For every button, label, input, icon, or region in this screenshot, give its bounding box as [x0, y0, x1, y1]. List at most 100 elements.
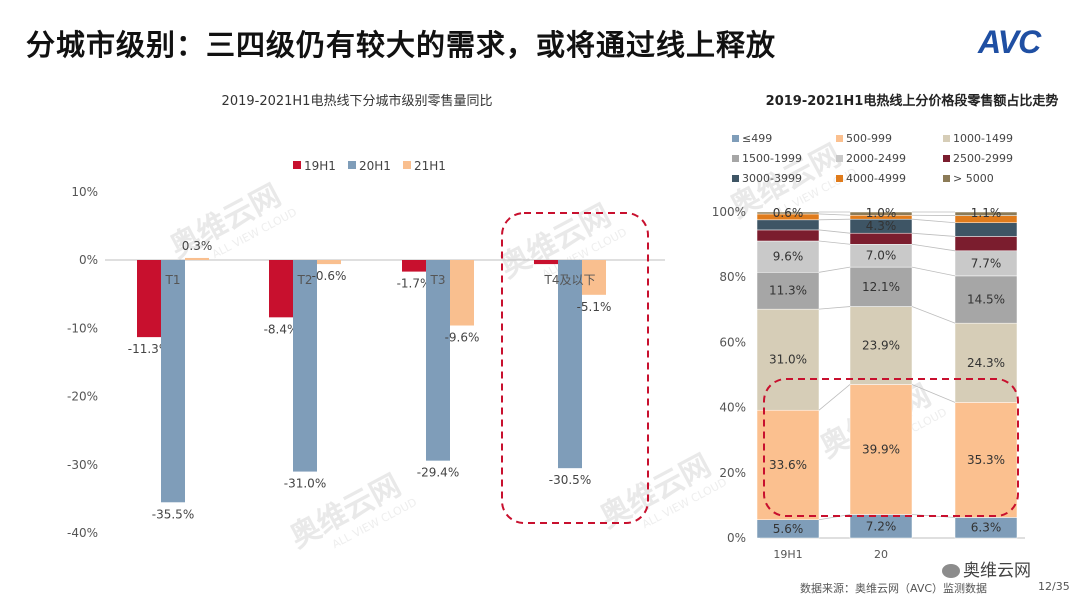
highlight-box-t4 [501, 212, 649, 524]
legend-swatch-3000-3999 [732, 175, 739, 182]
data-label-500-999-21H1: 35.3% [967, 453, 1005, 467]
stack-3000-3999-21H1 [954, 222, 1018, 237]
page-number: 12/35 [1038, 580, 1070, 593]
series-connector-1000-1499 [818, 306, 851, 310]
data-label-21H1-T1: 0.3% [182, 239, 213, 253]
data-label-19H1-T2: -8.4% [264, 322, 299, 336]
legend-label-2500-2999: 2500-2999 [953, 152, 1013, 165]
category-label-T2: T2 [297, 273, 313, 287]
data-label-19H1-T1: -11.3% [128, 342, 170, 356]
category-label-T4及以下: T4及以下 [544, 273, 596, 287]
data-label-500-999-19H1: 33.6% [769, 458, 807, 472]
legend-label-20H1: 20H1 [359, 159, 391, 173]
legend-swatch-> 5000 [943, 175, 950, 182]
y-tick-label: 0% [79, 253, 98, 267]
data-label-1000-1499-19H1: 31.0% [769, 353, 807, 367]
series-connector-3000-3999 [818, 218, 851, 221]
brand-logo: AVC [978, 24, 1041, 60]
highlight-box-500-999 [763, 378, 1019, 517]
data-label-21H1-T3: -9.6% [445, 331, 480, 345]
stack-2000-2499-21H1 [954, 250, 1018, 277]
left-chart-title: 2019-2021H1电热线下分城市级别零售量同比 [222, 93, 493, 109]
bar-19H1-T1 [137, 260, 161, 338]
stack-1500-1999-21H1 [954, 275, 1018, 324]
bar-21H1-T2 [317, 260, 341, 265]
data-label-19H1-T3: -1.7% [397, 277, 432, 291]
bar-21H1-T1 [185, 257, 209, 260]
left-bar-chart: 2019-2021H1电热线下分城市级别零售量同比 19H1 20H1 21H1 10%… [67, 93, 665, 540]
legend-swatch-2500-2999 [943, 155, 950, 162]
stack-2500-2999-21H1 [954, 236, 1018, 252]
legend-swatch-21H1 [403, 161, 411, 169]
bar-20H1-T4及以下 [558, 260, 582, 469]
footer-source: 数据来源：奥维云网（AVC）监测数据 [800, 582, 988, 595]
stack-1000-1499-19H1 [756, 308, 820, 411]
stack-2500-2999-19H1 [756, 229, 820, 242]
legend-swatch-1500-1999 [732, 155, 739, 162]
bar-21H1-T3 [450, 260, 474, 326]
stack-> 5000-19H1 [756, 211, 820, 215]
data-label-> 5000-21H1: 1.1% [971, 206, 1002, 220]
data-label-21H1-T4及以下: -5.1% [577, 300, 612, 314]
data-label-20H1-T1: -35.5% [152, 507, 194, 521]
legend-label-1500-1999: 1500-1999 [742, 152, 802, 165]
stack-2000-2499-19H1 [756, 240, 820, 273]
legend-swatch-≤499 [732, 135, 739, 142]
data-label-2000-2499-20H1: 7.0% [866, 249, 897, 263]
y-tick-label: 80% [719, 270, 746, 284]
legend-label-4000-4999: 4000-4999 [846, 172, 906, 185]
data-label-20H1-T2: -31.0% [284, 477, 326, 491]
legend-swatch-2000-2499 [836, 155, 843, 162]
category-label-19H1: 19H1 [773, 548, 802, 561]
legend-label-500-999: 500-999 [846, 132, 892, 145]
series-connector-1000-1499 [911, 306, 956, 324]
y-tick-label: -10% [67, 321, 98, 335]
legend-label-19H1: 19H1 [304, 159, 336, 173]
right-chart-title: 2019-2021H1电热线上分价格段零售额占比走势 [766, 93, 1059, 109]
data-label-1500-1999-20H1: 12.1% [862, 280, 900, 294]
data-label-1000-1499-21H1: 24.3% [967, 356, 1005, 370]
series-connector-4000-4999 [818, 213, 851, 216]
stack-500-999-21H1 [954, 402, 1018, 518]
series-connector-2500-2999 [911, 232, 956, 237]
stack-> 5000-20H1 [849, 211, 913, 216]
legend-swatch-1000-1499 [943, 135, 950, 142]
data-label-3000-3999-20H1: 4.3% [866, 219, 897, 233]
bar-19H1-T4及以下 [534, 260, 558, 265]
y-tick-label: -20% [67, 390, 98, 404]
stack-1000-1499-21H1 [954, 322, 1018, 403]
wechat-watermark: 奥维云网 [940, 556, 1033, 581]
series-connector-3000-3999 [911, 218, 956, 224]
data-label-21H1-T2: -0.6% [312, 269, 347, 283]
data-label-> 5000-19H1: 0.6% [773, 206, 804, 220]
bar-21H1-T4及以下 [582, 260, 606, 295]
bar-19H1-T2 [269, 260, 293, 318]
data-label-2000-2499-21H1: 7.7% [971, 256, 1002, 270]
data-label-20H1-T3: -29.4% [417, 466, 459, 480]
y-tick-label: 10% [71, 185, 98, 199]
data-label-≤499-21H1: 6.3% [971, 521, 1002, 535]
wechat-icon [942, 564, 960, 578]
y-tick-label: 60% [719, 335, 746, 349]
series-connector-2000-2499 [911, 243, 956, 252]
stack-3000-3999-19H1 [756, 219, 820, 231]
legend-label-≤499: ≤499 [742, 132, 772, 145]
page-title: 分城市级别：三四级仍有较大的需求，或将通过线上释放 [26, 28, 777, 62]
data-label-20H1-T4及以下: -30.5% [549, 473, 591, 487]
series-connector-2500-2999 [818, 229, 851, 234]
data-label-≤499-20H1: 7.2% [866, 519, 897, 533]
category-label-20H1: 20 [874, 548, 888, 561]
data-label-≤499-19H1: 5.6% [773, 522, 804, 536]
legend-swatch-20H1 [348, 161, 356, 169]
bar-20H1-T2 [293, 260, 317, 472]
stack-500-999-19H1 [756, 409, 820, 520]
data-label-> 5000-20H1: 1.0% [866, 206, 897, 220]
data-label-1500-1999-19H1: 11.3% [769, 284, 807, 298]
series-connector-500-999 [818, 384, 851, 411]
legend-label-3000-3999: 3000-3999 [742, 172, 802, 185]
category-label-T1: T1 [165, 273, 181, 287]
y-tick-label: 20% [719, 466, 746, 480]
legend-label-> 5000: > 5000 [953, 172, 994, 185]
bar-19H1-T3 [402, 260, 426, 272]
